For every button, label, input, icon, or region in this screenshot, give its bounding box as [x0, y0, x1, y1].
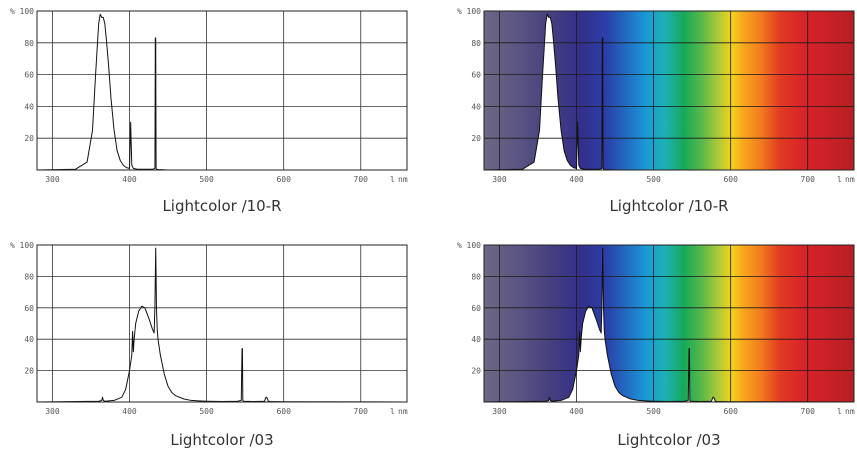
series-line: [36, 247, 408, 403]
chart-title: Lightcolor /10-R: [162, 197, 282, 215]
series-line: [36, 13, 407, 171]
x-tick-label: 500: [199, 175, 214, 184]
x-tick-label: 600: [276, 175, 291, 184]
chart-svg: 20 40 60 80 100 300 400 500 600 700% l nm: [457, 241, 855, 416]
plot-frame: [483, 10, 855, 171]
y-tick-label: 40: [24, 335, 34, 344]
y-tick-label: 100: [20, 241, 35, 250]
y-tick-label: 40: [471, 102, 481, 111]
y-tick-label: 80: [471, 272, 481, 281]
chart-svg: 20 40 60 80 100 300 400 500 600 700% l nm: [10, 7, 408, 184]
y-tick-label: 40: [471, 335, 481, 344]
y-tick-label: 100: [467, 241, 482, 250]
y-tick-label: 60: [24, 71, 34, 80]
y-unit-label: %: [457, 7, 462, 16]
y-unit-label: %: [10, 241, 15, 250]
x-tick-label: 400: [569, 175, 584, 184]
plot-frame: [36, 10, 408, 171]
x-tick-label: 300: [492, 175, 507, 184]
x-tick-label: 700: [801, 407, 816, 416]
x-tick-label: 300: [492, 407, 507, 416]
x-unit-prefix: l: [390, 175, 395, 184]
x-tick-label: 500: [646, 407, 661, 416]
x-unit-label: nm: [845, 407, 855, 416]
x-tick-label: 400: [122, 407, 137, 416]
spectrum-chart-03-spectrum: 20 40 60 80 100 300 400 500 600 700% l nm Lightcolo…: [448, 232, 857, 458]
x-tick-label: 600: [723, 407, 738, 416]
y-tick-label: 40: [24, 102, 34, 111]
spectrum-chart-10r-spectrum: 20 40 60 80 100 300 400 500 600 700% l nm Lightcolo…: [448, 0, 857, 232]
spectrum-background: [484, 245, 854, 402]
x-tick-label: 600: [723, 175, 738, 184]
x-tick-label: 300: [45, 175, 60, 184]
plot-frame: [483, 244, 855, 403]
x-tick-label: 400: [569, 407, 584, 416]
x-tick-label: 700: [801, 175, 816, 184]
x-tick-label: 600: [276, 407, 291, 416]
y-tick-label: 20: [471, 367, 481, 376]
y-tick-label: 100: [467, 7, 482, 16]
chart-svg: 20 40 60 80 100 300 400 500 600 700% l nm: [457, 7, 855, 184]
y-tick-label: 20: [24, 367, 34, 376]
series-line: [483, 13, 854, 171]
plot-background: [37, 245, 407, 402]
plot-frame: [36, 244, 408, 403]
spectrum-chart-03-plain: 20 40 60 80 100 300 400 500 600 700% l nm Lightcolo…: [0, 232, 420, 458]
x-tick-label: 300: [45, 407, 60, 416]
chart-title: Lightcolor /03: [170, 431, 274, 449]
x-unit-prefix: l: [837, 407, 842, 416]
x-unit-prefix: l: [390, 407, 395, 416]
y-tick-label: 80: [24, 39, 34, 48]
y-unit-label: %: [10, 7, 15, 16]
x-unit-label: nm: [398, 407, 408, 416]
x-tick-label: 700: [354, 407, 369, 416]
spectrum-chart-10r-plain: 20 40 60 80 100 300 400 500 600 700% l nm Lightcolo…: [0, 0, 420, 232]
series-line: [483, 247, 855, 403]
y-unit-label: %: [457, 241, 462, 250]
chart-title: Lightcolor /03: [617, 431, 721, 449]
x-unit-prefix: l: [837, 175, 842, 184]
x-unit-label: nm: [845, 175, 855, 184]
y-tick-label: 60: [471, 71, 481, 80]
y-tick-label: 20: [24, 134, 34, 143]
x-tick-label: 700: [354, 175, 369, 184]
chart-svg: 20 40 60 80 100 300 400 500 600 700% l nm: [10, 241, 408, 416]
y-tick-label: 100: [20, 7, 35, 16]
x-tick-label: 400: [122, 175, 137, 184]
y-tick-label: 60: [471, 304, 481, 313]
y-tick-label: 80: [24, 272, 34, 281]
y-tick-label: 20: [471, 134, 481, 143]
y-tick-label: 80: [471, 39, 481, 48]
x-tick-label: 500: [646, 175, 661, 184]
x-unit-label: nm: [398, 175, 408, 184]
plot-background: [37, 11, 407, 170]
chart-title: Lightcolor /10-R: [609, 197, 729, 215]
y-tick-label: 60: [24, 304, 34, 313]
x-tick-label: 500: [199, 407, 214, 416]
